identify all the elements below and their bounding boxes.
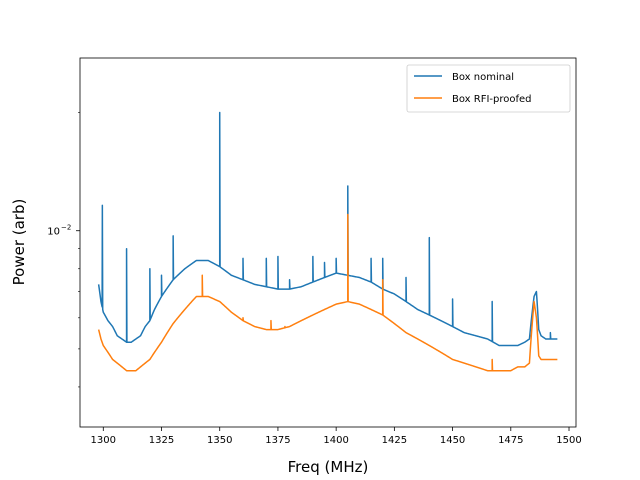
x-tick-label-1375: 1375 [265, 435, 290, 446]
x-tick-label-1475: 1475 [498, 435, 523, 446]
x-axis: 1300 1325 1350 1375 1400 1425 1450 1475 1500 [91, 427, 582, 446]
x-tick-label-1325: 1325 [149, 435, 174, 446]
legend-label-0: Box nominal [452, 72, 514, 83]
legend-label-1: Box RFI-proofed [452, 94, 532, 105]
x-axis-label: Freq (MHz) [288, 458, 369, 476]
legend-box [406, 64, 571, 113]
legend: Box nominal Box RFI-proofed [406, 64, 571, 113]
y-axis: 10 −2 [47, 112, 80, 388]
x-tick-label-1300: 1300 [91, 435, 116, 446]
series-line-0 [97, 111, 558, 347]
x-tick-label-1425: 1425 [382, 435, 407, 446]
series-layer [97, 111, 558, 372]
x-tick-label-1450: 1450 [440, 435, 465, 446]
y-tick-label-exponent: −2 [61, 224, 71, 232]
plot-frame [79, 57, 577, 428]
y-axis-label: Power (arb) [10, 199, 28, 286]
x-tick-label-1400: 1400 [323, 435, 348, 446]
x-tick-label-1350: 1350 [207, 435, 232, 446]
series-line-1 [97, 213, 558, 372]
x-tick-label-1500: 1500 [556, 435, 581, 446]
y-tick-label: 10 [47, 227, 60, 238]
